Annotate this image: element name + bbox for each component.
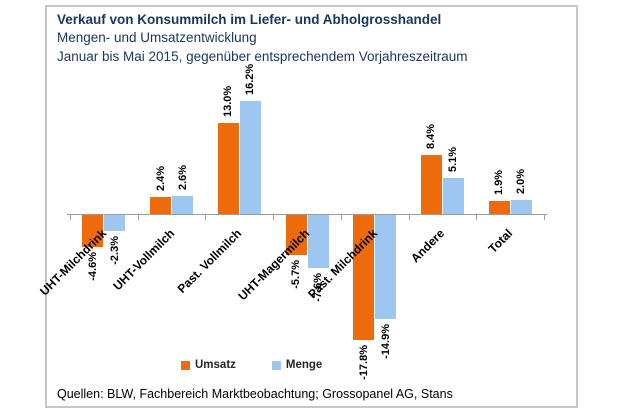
axis-tick <box>476 215 478 220</box>
axis-tick <box>408 215 410 220</box>
bar-value-label: 5.1% <box>447 147 460 173</box>
bar-value-label: -17.8% <box>357 344 370 380</box>
bar-value-label: 16.2% <box>244 63 257 95</box>
source-line: Quellen: BLW, Fachbereich Marktbeobachtu… <box>57 387 453 401</box>
legend-label-umsatz: Umsatz <box>195 359 236 371</box>
axis-tick <box>137 215 139 220</box>
category-label: Total <box>485 226 516 256</box>
category-label: Andere <box>408 226 448 266</box>
axis-tick <box>273 215 275 220</box>
bar-umsatz <box>488 200 510 214</box>
bar-value-label: 2.6% <box>176 164 189 190</box>
bar-umsatz <box>82 215 104 248</box>
axis-tick <box>70 215 71 220</box>
axis-tick <box>340 215 342 220</box>
chart-subtitle: Mengen- und Umsatzentwicklung <box>57 30 257 46</box>
legend-label-menge: Menge <box>285 359 323 371</box>
bar-menge <box>307 215 329 269</box>
bar-umsatz <box>217 123 239 214</box>
x-axis-line <box>67 214 547 215</box>
legend-item-umsatz: Umsatz <box>181 359 236 371</box>
umsatz-legend-swatch-icon <box>181 360 190 370</box>
chart-period: Januar bis Mai 2015, gegenüber entsprech… <box>57 48 468 64</box>
bar-menge <box>375 215 397 320</box>
bar-umsatz <box>353 215 375 340</box>
bar-value-label: -2.3% <box>108 236 121 265</box>
bar-value-label: 2.0% <box>515 168 528 194</box>
menge-legend-swatch-icon <box>271 360 281 370</box>
chart-panel: Verkauf von Konsummilch im Liefer- und A… <box>37 5 578 408</box>
bar-value-label: -5.7% <box>290 259 302 289</box>
bar-value-label: 8.4% <box>425 124 438 150</box>
bar-umsatz <box>285 215 307 255</box>
bar-chart-plot: -4.6% -2.3% UHT-Milchdrink 2.4% 2.6% UHT-Voll… <box>37 7 576 406</box>
bar-value-label: -14.9% <box>379 324 392 360</box>
chart-title-block: Verkauf von Konsummilch im Liefer- und A… <box>57 11 468 66</box>
bar-value-label: 2.4% <box>154 166 167 192</box>
bar-menge <box>510 200 532 214</box>
bar-menge <box>239 100 261 214</box>
bar-value-label: 1.9% <box>493 169 506 195</box>
bar-menge <box>172 195 194 214</box>
axis-tick <box>544 215 545 220</box>
bar-umsatz <box>150 197 172 214</box>
bar-menge <box>442 178 464 214</box>
category-label: Past. Vollmilch <box>174 226 245 296</box>
bar-value-label: 13.0% <box>222 85 235 117</box>
chart-title: Verkauf von Konsummilch im Liefer- und A… <box>57 12 442 27</box>
axis-tick <box>205 215 207 220</box>
bar-umsatz <box>420 155 442 214</box>
chart-legend: Umsatz Menge <box>181 359 322 371</box>
bar-menge <box>104 215 126 232</box>
legend-item-menge: Menge <box>271 359 323 371</box>
